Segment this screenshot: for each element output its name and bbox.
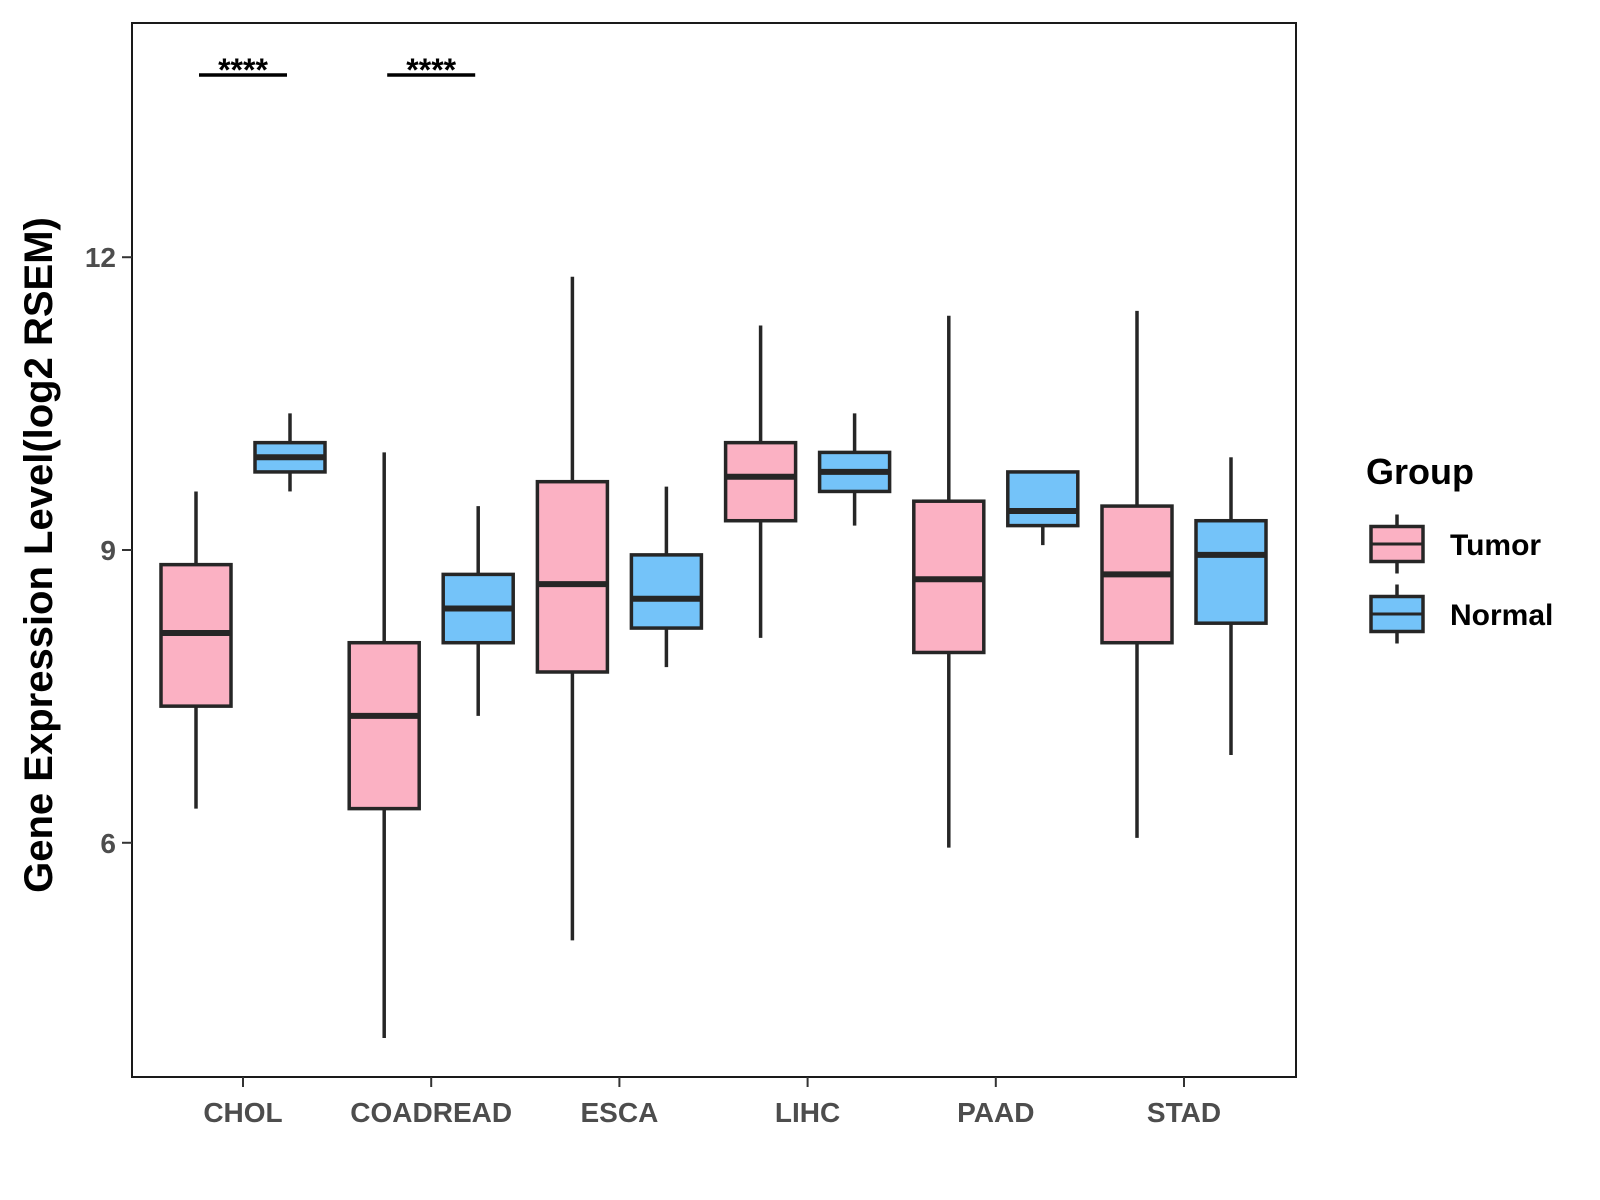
- plot-area: 6 9 12 CHOL COADREAD ESCA LIHC PAAD STAD **** ****: [85, 22, 1297, 1128]
- significance-label: ****: [406, 52, 456, 88]
- tumor-box-coadread: [347, 452, 421, 1038]
- x-tick-label: LIHC: [775, 1097, 840, 1128]
- y-tick-label: 9: [100, 535, 116, 566]
- normal-box-chol: [253, 413, 327, 492]
- x-tick-label: PAAD: [957, 1097, 1034, 1128]
- legend: Group Tumor Normal: [1366, 451, 1553, 644]
- box-body: [347, 640, 421, 811]
- normal-box-paad: [1006, 470, 1080, 546]
- y-tick-label: 6: [100, 828, 116, 859]
- legend-label: Normal: [1450, 599, 1553, 632]
- legend-title: Group: [1366, 451, 1474, 492]
- tumor-box-chol: [159, 491, 233, 809]
- y-axis-title: Gene Expression Level(log2 RSEM): [17, 217, 61, 893]
- legend-item-normal: Normal: [1369, 584, 1553, 644]
- x-tick-label: STAD: [1147, 1097, 1221, 1128]
- tumor-box-lihc: [723, 325, 798, 638]
- normal-box-esca: [629, 486, 704, 668]
- normal-box-stad: [1194, 457, 1268, 755]
- x-tick-label: COADREAD: [350, 1097, 512, 1128]
- legend-label: Tumor: [1450, 529, 1541, 562]
- tumor-box-stad: [1100, 310, 1174, 838]
- y-tick-label: 12: [85, 242, 116, 273]
- box-body: [1194, 518, 1268, 625]
- box-body: [535, 479, 610, 674]
- x-tick-label: CHOL: [203, 1097, 282, 1128]
- tumor-box-esca: [535, 276, 610, 941]
- box-body: [723, 440, 798, 523]
- normal-box-coadread: [441, 506, 515, 716]
- significance-label: ****: [218, 52, 268, 88]
- box-body: [1006, 470, 1080, 528]
- box-body: [629, 553, 704, 630]
- normal-box-lihc: [817, 413, 892, 526]
- legend-item-tumor: Tumor: [1369, 514, 1541, 574]
- x-tick-label: ESCA: [581, 1097, 659, 1128]
- tumor-box-paad: [912, 315, 986, 848]
